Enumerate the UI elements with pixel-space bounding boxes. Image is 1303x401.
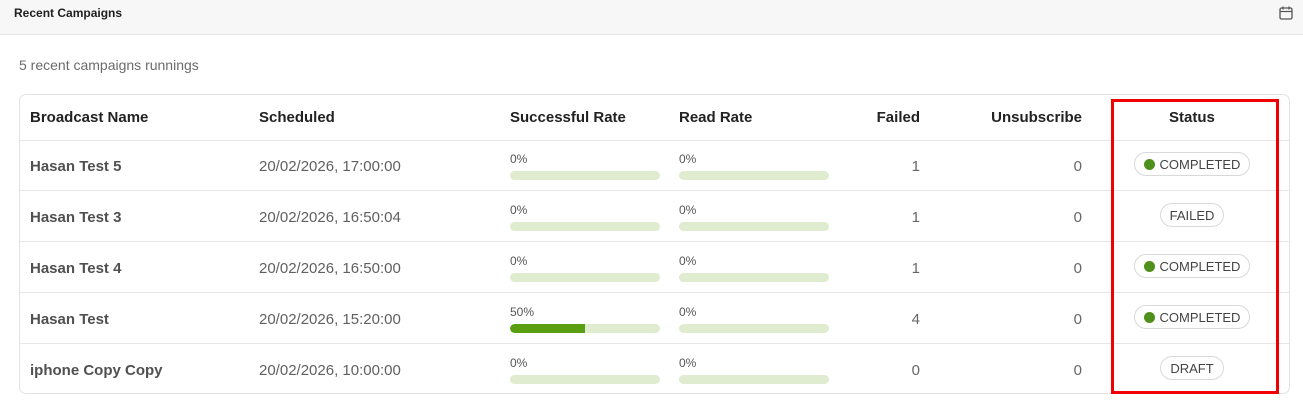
unsubscribe-count: 0 [1073, 209, 1082, 226]
column-header-scheduled[interactable]: Scheduled [259, 109, 335, 126]
successful-rate-label: 50% [510, 305, 535, 319]
failed-count: 1 [911, 158, 920, 175]
read-rate-label: 0% [679, 305, 697, 319]
panel-title: Recent Campaigns [14, 6, 123, 20]
status-text: COMPLETED [1159, 309, 1241, 325]
read-rate-bar [679, 273, 829, 282]
table-row[interactable]: Hasan Test 5 20/02/2026, 17:00:00 0% 0% … [20, 140, 1289, 191]
status-badge: FAILED [1159, 203, 1225, 227]
status-cell: COMPLETED [1112, 305, 1272, 329]
unsubscribe-count: 0 [1073, 362, 1082, 379]
successful-rate-bar [510, 375, 660, 384]
status-cell: DRAFT [1112, 356, 1272, 380]
scheduled-time: 20/02/2026, 16:50:00 [259, 260, 401, 277]
panel-header: Recent Campaigns [0, 0, 1303, 35]
column-header-successful-rate[interactable]: Successful Rate [510, 109, 626, 126]
table-row[interactable]: Hasan Test 3 20/02/2026, 16:50:04 0% 0% … [20, 191, 1289, 242]
successful-rate-label: 0% [510, 152, 528, 166]
read-rate-bar [679, 171, 829, 180]
scheduled-time: 20/02/2026, 17:00:00 [259, 158, 401, 175]
status-cell: COMPLETED [1112, 254, 1272, 278]
status-text: FAILED [1169, 207, 1215, 223]
read-rate-label: 0% [679, 254, 697, 268]
status-dot-icon [1143, 260, 1155, 272]
status-badge: COMPLETED [1133, 305, 1251, 329]
read-rate-bar [679, 375, 829, 384]
status-cell: COMPLETED [1112, 152, 1272, 176]
column-header-unsubscribe[interactable]: Unsubscribe [991, 109, 1082, 126]
read-rate-bar [679, 324, 829, 333]
successful-rate-bar [510, 222, 660, 231]
status-dot-icon [1143, 311, 1155, 323]
broadcast-name[interactable]: Hasan Test 3 [30, 209, 122, 226]
status-text: DRAFT [1170, 360, 1214, 376]
scheduled-time: 20/02/2026, 10:00:00 [259, 362, 401, 379]
broadcast-name[interactable]: Hasan Test 4 [30, 260, 122, 277]
campaigns-subtitle: 5 recent campaigns runnings [19, 57, 199, 73]
scheduled-time: 20/02/2026, 15:20:00 [259, 311, 401, 328]
successful-rate-label: 0% [510, 203, 528, 217]
calendar-icon[interactable] [1278, 5, 1294, 21]
failed-count: 1 [911, 209, 920, 226]
status-dot-icon [1143, 158, 1155, 170]
campaigns-table: Broadcast Name Scheduled Successful Rate… [19, 94, 1290, 394]
successful-rate-bar [510, 171, 660, 180]
read-rate-bar [679, 222, 829, 231]
table-row[interactable]: Hasan Test 20/02/2026, 15:20:00 50% 0% 4… [20, 293, 1289, 344]
campaigns-card [2, 35, 1301, 401]
column-header-failed[interactable]: Failed [876, 109, 920, 126]
column-header-read-rate[interactable]: Read Rate [679, 109, 753, 126]
status-cell: FAILED [1112, 203, 1272, 227]
failed-count: 1 [911, 260, 920, 277]
status-badge: COMPLETED [1133, 152, 1251, 176]
table-row[interactable]: Hasan Test 4 20/02/2026, 16:50:00 0% 0% … [20, 242, 1289, 293]
status-badge: COMPLETED [1133, 254, 1251, 278]
status-text: COMPLETED [1159, 156, 1241, 172]
successful-rate-label: 0% [510, 356, 528, 370]
unsubscribe-count: 0 [1073, 311, 1082, 328]
successful-rate-bar [510, 273, 660, 282]
table-header-row: Broadcast Name Scheduled Successful Rate… [20, 95, 1289, 141]
successful-rate-label: 0% [510, 254, 528, 268]
scheduled-time: 20/02/2026, 16:50:04 [259, 209, 401, 226]
unsubscribe-count: 0 [1073, 260, 1082, 277]
table-row[interactable]: iphone Copy Copy 20/02/2026, 10:00:00 0%… [20, 344, 1289, 393]
column-header-status[interactable]: Status [1169, 109, 1215, 126]
read-rate-label: 0% [679, 203, 697, 217]
status-text: COMPLETED [1159, 258, 1241, 274]
broadcast-name[interactable]: iphone Copy Copy [30, 362, 163, 379]
failed-count: 4 [911, 311, 920, 328]
status-badge: DRAFT [1160, 356, 1224, 380]
read-rate-label: 0% [679, 356, 697, 370]
successful-rate-fill [510, 324, 585, 333]
broadcast-name[interactable]: Hasan Test [30, 311, 109, 328]
unsubscribe-count: 0 [1073, 158, 1082, 175]
column-header-broadcast-name[interactable]: Broadcast Name [30, 109, 149, 126]
successful-rate-bar [510, 324, 660, 333]
read-rate-label: 0% [679, 152, 697, 166]
failed-count: 0 [911, 362, 920, 379]
broadcast-name[interactable]: Hasan Test 5 [30, 158, 122, 175]
